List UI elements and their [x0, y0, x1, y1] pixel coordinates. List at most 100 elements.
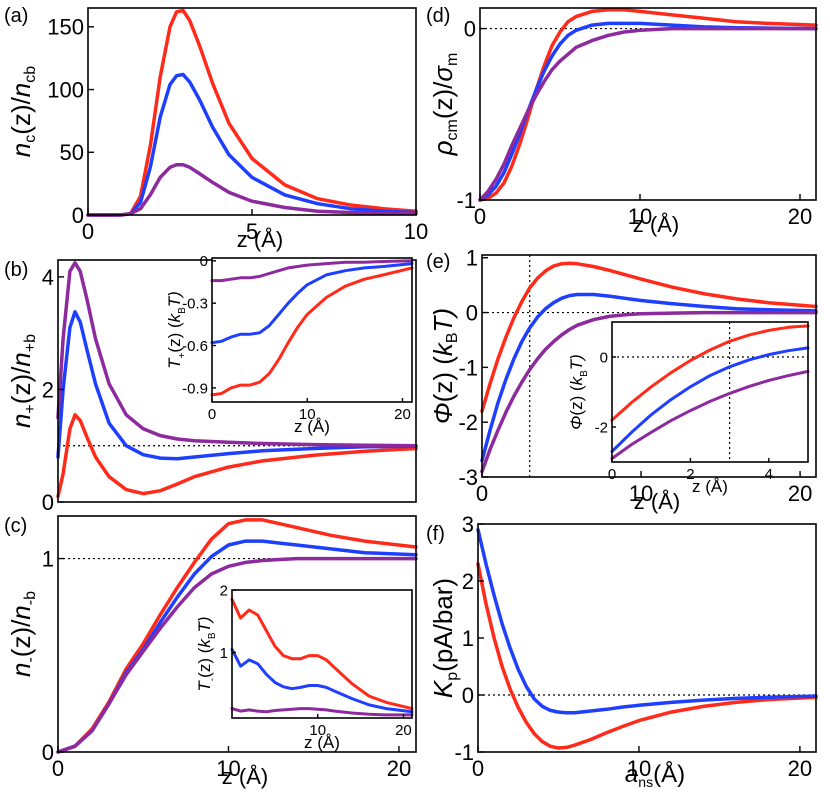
- y-tick-label: 100: [47, 77, 84, 102]
- series-line-2: [56, 261, 418, 448]
- x-tick-label: 0: [608, 466, 616, 483]
- x-axis-label: z (Å): [634, 489, 680, 514]
- axes-frame: [611, 321, 809, 463]
- y-tick-label: 0: [466, 300, 478, 325]
- y-axis-label: nc(z)/ncb: [6, 66, 39, 157]
- axes-frame: [57, 515, 417, 753]
- panel-label: (c): [4, 515, 27, 537]
- x-axis-label: z (Å): [304, 733, 340, 752]
- series-line-2: [610, 369, 810, 460]
- series-line-0: [230, 597, 414, 711]
- y-axis-label: Φ(z) (kBT): [428, 308, 461, 424]
- x-tick-label: 10: [627, 756, 651, 781]
- panel-c: 010 10 20(c)z (Å)n-(z)/n-b: [4, 515, 418, 789]
- x-tick-label: 20: [788, 756, 812, 781]
- series-line-2: [230, 707, 414, 717]
- series-line-0: [56, 413, 418, 499]
- y-tick-label: -0.9: [182, 380, 208, 397]
- y-tick-label: 150: [47, 15, 84, 40]
- panel-label: (d): [426, 5, 450, 27]
- x-tick-label: 2: [686, 466, 694, 483]
- x-tick-label: 20: [788, 204, 812, 229]
- x-axis-label: z (Å): [222, 764, 268, 789]
- panel-e_inset: 0 -2 0 2 4 z (Å) Φ(z) (kBT): [567, 321, 810, 496]
- y-tick-label: 0: [42, 740, 54, 765]
- x-tick-label: 0: [472, 756, 484, 781]
- x-tick-label: 10: [404, 219, 428, 244]
- series-line-0: [476, 562, 818, 750]
- y-tick-label: -1: [458, 355, 478, 380]
- x-tick-label: 10: [628, 204, 652, 229]
- x-tick-label: 0: [474, 204, 486, 229]
- x-tick-label: 20: [395, 722, 412, 739]
- x-axis-label: z (Å): [294, 417, 330, 436]
- panel-label: (b): [4, 259, 28, 281]
- series-line-0: [478, 7, 818, 202]
- y-axis-label: ρcm(z)/σm: [428, 53, 461, 157]
- series-line-1: [210, 262, 414, 345]
- x-tick-label: 10: [216, 756, 240, 781]
- y-tick-label: 2: [462, 569, 474, 594]
- panel-c_inset: 1 2 10 20 z (Å) T-(z) (kBT): [195, 582, 414, 752]
- y-tick-label: 0: [200, 253, 208, 270]
- series-line-0: [610, 324, 810, 422]
- x-tick-label: 10: [299, 406, 316, 423]
- y-tick-label: 2: [42, 377, 54, 402]
- series-line-1: [478, 21, 818, 202]
- series-line-0: [210, 266, 414, 397]
- x-tick-label: 0: [476, 481, 488, 506]
- y-axis-label: T+(z) (kBT): [165, 291, 188, 369]
- y-axis-label: Φ(z) (kBT): [567, 354, 590, 430]
- panel-d: 0-10 10 20(d)z (Å)ρcm(z)/σm: [426, 5, 818, 237]
- y-tick-label: 0: [464, 16, 476, 41]
- x-tick-label: 0: [82, 219, 94, 244]
- y-tick-label: 1: [462, 626, 474, 651]
- series-line-1: [610, 346, 810, 453]
- y-tick-label: 1: [466, 246, 478, 271]
- panel-e: 10-1-2-30 10 20(e)z (Å)Φ(z) (kBT): [426, 246, 818, 514]
- y-tick-label: 3: [462, 512, 474, 537]
- panel-label: (f): [426, 523, 445, 545]
- axes-frame: [481, 254, 817, 478]
- y-tick-label: 2: [220, 582, 228, 599]
- y-tick-label: 0: [72, 203, 84, 228]
- y-tick-label: -2: [458, 410, 478, 435]
- series-line-2: [210, 259, 414, 283]
- series-line-1: [56, 310, 418, 461]
- series-line-2: [56, 556, 418, 754]
- panel-b_inset: 0-0.3-0.6-0.90 10 20z (Å)T+(z) (kBT): [165, 253, 414, 436]
- y-tick-label: -1: [456, 188, 476, 213]
- x-axis-label: z (Å): [237, 227, 283, 252]
- series-line-1: [476, 527, 818, 715]
- y-tick-label: -3: [458, 465, 478, 490]
- x-tick-label: 20: [387, 756, 411, 781]
- y-tick-label: 1: [220, 645, 228, 662]
- series-line-2: [478, 26, 818, 202]
- y-axis-label: n+(z)/n+b: [6, 334, 39, 428]
- x-tick-label: 0: [52, 756, 64, 781]
- x-axis-label: ans(Å): [625, 760, 685, 790]
- x-axis-label: z (Å): [633, 212, 679, 237]
- panel-label: (e): [426, 251, 450, 273]
- axes-frame: [87, 7, 417, 216]
- y-tick-label: -0.3: [182, 296, 208, 313]
- y-tick-label: 0: [462, 683, 474, 708]
- y-tick-label: 50: [60, 140, 84, 165]
- axes-frame: [479, 7, 817, 201]
- inset-background: [232, 590, 412, 718]
- x-axis-label: z (Å): [692, 477, 728, 496]
- x-tick-label: 20: [394, 406, 411, 423]
- y-tick-label: -2: [595, 419, 608, 436]
- panel-a: 0 50 100 150 0 5 10 (a) z (Å) nc(z)/ncb: [4, 5, 428, 252]
- x-tick-label: 10: [629, 481, 653, 506]
- y-tick-label: 1: [42, 546, 54, 571]
- x-tick-label: 20: [788, 481, 812, 506]
- y-tick-label: 4: [42, 265, 54, 290]
- x-tick-label: 10: [309, 722, 326, 739]
- x-tick-label: 5: [246, 219, 258, 244]
- y-axis-label: Kp(pA/bar): [428, 578, 461, 698]
- y-tick-label: 0: [600, 349, 608, 366]
- series-line-0: [86, 8, 418, 217]
